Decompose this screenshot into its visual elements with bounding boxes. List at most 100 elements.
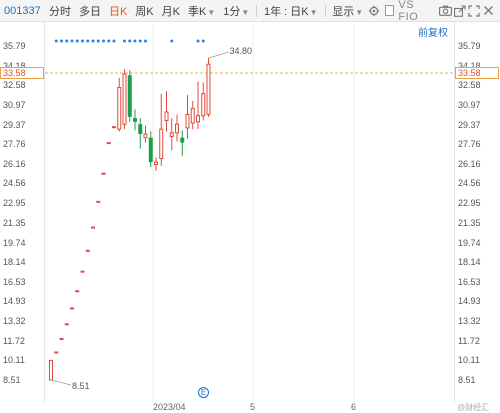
- tab-1-minute-label: 1分: [223, 5, 241, 18]
- min-price-leader: [50, 379, 72, 386]
- expand-icon[interactable]: [467, 3, 482, 19]
- price-tick-label: 22.95: [458, 198, 481, 209]
- limit-up-marker: [128, 39, 132, 43]
- tab-quarterly-k[interactable]: 季K▼: [184, 3, 219, 19]
- chevron-down-icon: ▼: [309, 7, 318, 17]
- price-axis-right: 35.79 34.18 32.58 30.97 29.37 27.76 26.16 24.56…: [455, 22, 499, 402]
- compare-label[interactable]: VS FIO: [398, 0, 419, 23]
- limit-up-marker: [81, 39, 84, 43]
- candle-body: [175, 123, 179, 134]
- tab-intraday[interactable]: 分时: [45, 3, 75, 19]
- candle-body: [101, 172, 106, 175]
- candle-body: [196, 115, 200, 123]
- limit-up-marker: [123, 39, 126, 43]
- toolbar-divider: [256, 4, 257, 17]
- price-tick-label: 14.93: [3, 296, 26, 307]
- candle-body: [127, 75, 132, 117]
- price-tick-label: 27.76: [3, 139, 26, 150]
- limit-up-marker: [70, 39, 74, 43]
- tab-monthly-k[interactable]: 月K: [158, 3, 184, 19]
- candle-body: [64, 323, 69, 326]
- candle-body: [206, 63, 211, 115]
- price-tick-label: 21.35: [3, 217, 26, 228]
- price-tick-label: 34.18: [458, 60, 481, 71]
- range-selector[interactable]: 1年 : 日K▼: [260, 3, 322, 19]
- watermark: @财经汇: [457, 403, 490, 412]
- candle-body: [154, 161, 158, 166]
- limit-up-marker: [75, 39, 79, 43]
- candle-body: [54, 351, 59, 354]
- candle-body: [143, 133, 148, 139]
- max-price-leader: [208, 51, 229, 59]
- price-tick-label: 30.97: [458, 100, 481, 110]
- close-icon[interactable]: [481, 3, 496, 19]
- limit-up-marker: [86, 39, 90, 43]
- price-tick-label: 16.53: [458, 276, 481, 287]
- price-tick-label: 13.32: [458, 316, 481, 327]
- toolbar-icons: VS FIO: [367, 0, 500, 23]
- price-tick-label: 11.72: [3, 335, 25, 346]
- limit-up-marker: [112, 39, 116, 43]
- display-menu[interactable]: 显示▼: [328, 3, 367, 19]
- candle-body: [180, 137, 185, 143]
- limit-up-marker: [170, 39, 174, 43]
- chevron-down-icon: ▼: [241, 7, 250, 17]
- candle-body: [96, 200, 101, 203]
- price-tick-label: 35.79: [458, 41, 481, 51]
- candlestick-chart: 34.80 8.51: [45, 22, 456, 402]
- limit-up-marker: [54, 39, 58, 43]
- price-tick-label: 27.76: [458, 139, 481, 150]
- price-tick-label: 18.14: [458, 257, 481, 268]
- event-marker-icon[interactable]: E: [198, 387, 209, 398]
- limit-up-marker: [144, 39, 147, 43]
- tab-daily-k[interactable]: 日K: [105, 3, 131, 19]
- limit-up-marker: [96, 39, 100, 43]
- candle-body: [106, 142, 111, 145]
- price-tick-label: 34.18: [3, 60, 26, 71]
- current-price-tag: 33.58: [455, 67, 499, 80]
- price-tick-label: 26.16: [3, 158, 26, 169]
- limit-up-marker: [133, 39, 137, 43]
- candle-body: [138, 124, 143, 135]
- candle-body: [75, 290, 80, 293]
- price-tick-label: 29.37: [3, 119, 26, 130]
- price-tick-label: 11.72: [458, 335, 480, 346]
- price-tick-label: 19.74: [458, 237, 481, 248]
- candle-body: [159, 128, 164, 160]
- tab-quarterly-k-label: 季K: [187, 5, 207, 18]
- compare-checkbox[interactable]: [384, 5, 395, 16]
- price-tick-label: 24.56: [3, 178, 26, 189]
- candle-body: [133, 118, 137, 122]
- gear-icon[interactable]: [367, 3, 382, 19]
- tab-multi-day-label: 多日: [78, 5, 101, 18]
- chart-plot-area[interactable]: 34.80 8.51: [44, 22, 456, 402]
- price-tick-label: 32.58: [458, 80, 481, 91]
- price-tick-label: 32.58: [3, 80, 26, 91]
- candle-body: [164, 111, 169, 122]
- stock-code[interactable]: 001337: [4, 4, 41, 17]
- price-tick-label: 30.97: [3, 100, 26, 110]
- price-axis-left: 35.79 34.18 32.58 30.97 29.37 27.76 26.16 24.56…: [0, 22, 44, 402]
- share-icon[interactable]: [452, 3, 467, 19]
- limit-up-marker: [196, 39, 200, 43]
- limit-up-marker: [60, 39, 63, 43]
- price-tick-label: 29.37: [458, 119, 481, 130]
- price-tick-label: 24.56: [458, 178, 481, 189]
- tab-multi-day[interactable]: 多日: [75, 3, 105, 19]
- price-tick-label: 8.51: [3, 375, 21, 385]
- date-label-april: 2023/04: [153, 402, 186, 412]
- tab-1-minute[interactable]: 1分▼: [219, 3, 253, 19]
- limit-up-marker: [102, 39, 105, 43]
- price-tick-label: 22.95: [3, 198, 26, 209]
- price-tick-label: 8.51: [458, 375, 476, 385]
- candle-body: [49, 359, 53, 381]
- range-selector-label: 1年 : 日K: [264, 5, 309, 18]
- toolbar-divider: [324, 4, 326, 17]
- camera-icon[interactable]: [438, 3, 453, 19]
- limit-up-marker: [91, 39, 95, 43]
- tab-weekly-k[interactable]: 周K: [131, 3, 157, 19]
- price-tick-label: 26.16: [458, 158, 481, 169]
- price-tick-label: 19.74: [3, 237, 26, 248]
- fuquan-toggle-button[interactable]: 前复权: [418, 28, 448, 39]
- price-tick-label: 35.79: [3, 41, 26, 51]
